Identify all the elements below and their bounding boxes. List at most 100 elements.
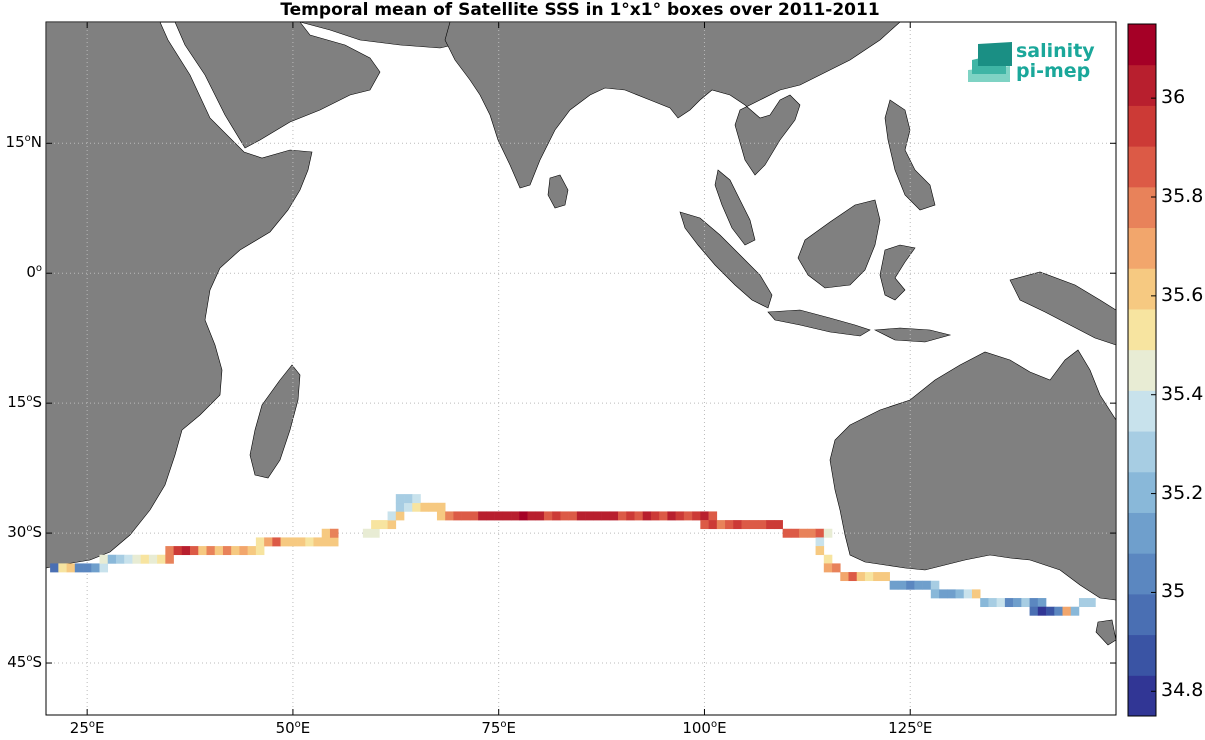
sss-cell (165, 554, 174, 564)
sss-cell (461, 511, 471, 521)
sss-cell (749, 520, 759, 530)
colorbar-frame (1127, 23, 1157, 717)
sss-cell (823, 554, 833, 564)
sss-cell (840, 572, 849, 582)
sss-cell (766, 520, 775, 530)
sss-cells-layer (50, 494, 1096, 616)
sss-cell (988, 598, 997, 608)
sss-cell (930, 589, 940, 599)
sss-cell (436, 502, 446, 512)
sss-cell (58, 563, 67, 573)
sss-cell (848, 572, 858, 582)
lessersunda-islands (873, 327, 952, 343)
axis-ticks-layer (46, 22, 1116, 715)
lat-tick-value: 15 (5, 133, 25, 152)
sss-cell (774, 520, 783, 530)
sss-cell (231, 546, 240, 556)
colorbar-tick-label: 35.6 (1161, 283, 1204, 306)
sss-cell (478, 511, 487, 521)
sumatra-island (679, 211, 773, 309)
sss-cell (1078, 598, 1088, 608)
sss-cell (132, 554, 141, 564)
colorbar-swatch (1128, 593, 1156, 636)
sss-cell (305, 537, 314, 547)
sss-cell (66, 563, 76, 573)
degree-sup: o (710, 719, 718, 730)
sss-cell (1021, 598, 1030, 608)
lat-tick-label: 45oS (0, 653, 42, 671)
malaypeninsula-landmass (714, 169, 756, 246)
sss-cell (321, 528, 331, 538)
sss-cell (404, 502, 413, 512)
sss-cell (264, 537, 273, 547)
sss-cell (148, 554, 158, 564)
lon-tick-value: 50 (275, 719, 295, 737)
sss-cell (329, 528, 339, 538)
sss-cell (395, 494, 405, 504)
sss-cell (889, 580, 899, 590)
sss-cell (1013, 598, 1022, 608)
sss-cell (502, 511, 512, 521)
sss-cell (922, 580, 932, 590)
sss-cell (527, 511, 537, 521)
degree-sup: o (916, 719, 923, 730)
sss-cell (107, 554, 117, 564)
sss-cell (667, 511, 676, 521)
sss-cell (601, 511, 611, 521)
sss-cell (947, 589, 956, 599)
hemisphere-letter: S (32, 653, 42, 672)
sss-cell (173, 546, 183, 556)
hemisphere-letter: E (717, 719, 727, 737)
sss-cell (1046, 606, 1055, 616)
colorbar-swatch (1128, 227, 1156, 269)
sss-cell (881, 572, 890, 582)
arabia-landmass (174, 21, 381, 149)
sss-cell (799, 528, 808, 538)
sss-cell (741, 520, 751, 530)
sss-cell (313, 537, 323, 547)
sss-cell (445, 511, 454, 521)
madagascar-island (249, 364, 301, 479)
sss-cell (618, 511, 627, 521)
sss-cell (362, 528, 372, 538)
sss-cell (815, 528, 825, 538)
sss-cell (379, 520, 388, 530)
degree-sup: o (88, 719, 95, 730)
degree-sup: o (24, 133, 31, 145)
colorbar-swatch (1128, 146, 1156, 188)
sss-cell (700, 520, 709, 530)
lat-tick-label: 30oS (0, 523, 42, 541)
sss-cell (642, 511, 652, 521)
lon-tick-label: 75oE (459, 719, 539, 737)
sss-cell (823, 563, 833, 573)
tasmania-island (1095, 619, 1117, 646)
sss-cell (1054, 606, 1063, 616)
hemisphere-letter: N (30, 133, 42, 152)
srilanka-island (547, 174, 569, 209)
sss-cell (626, 511, 635, 521)
colorbar-swatch (1128, 512, 1156, 554)
sss-cell (914, 580, 923, 590)
sss-cell (963, 589, 973, 599)
sss-cell (856, 572, 866, 582)
logo-text-salinity: salinity (1016, 40, 1095, 62)
sss-cell (568, 511, 578, 521)
lat-tick-value: 0 (26, 263, 36, 282)
sss-cell (757, 520, 767, 530)
sss-cell (1070, 606, 1080, 616)
borneo-island (797, 199, 881, 289)
sss-cell (272, 537, 281, 547)
colorbar-swatch (1128, 268, 1156, 310)
sss-cell (50, 563, 59, 573)
sss-cell (519, 511, 528, 521)
colorbar-tick-label: 35.4 (1161, 382, 1204, 405)
lon-tick-label: 25oE (47, 719, 127, 737)
salinity-pimep-logo: salinity pi-mep (966, 40, 1096, 86)
lat-tick-label: 15oS (0, 393, 42, 411)
hemisphere-letter: S (32, 523, 42, 542)
sss-cell (815, 537, 825, 547)
colorbar-tick-label: 35 (1161, 580, 1186, 603)
colorbar-swatch (1128, 675, 1156, 717)
sss-cell (412, 494, 421, 504)
degree-sup: o (294, 719, 301, 730)
